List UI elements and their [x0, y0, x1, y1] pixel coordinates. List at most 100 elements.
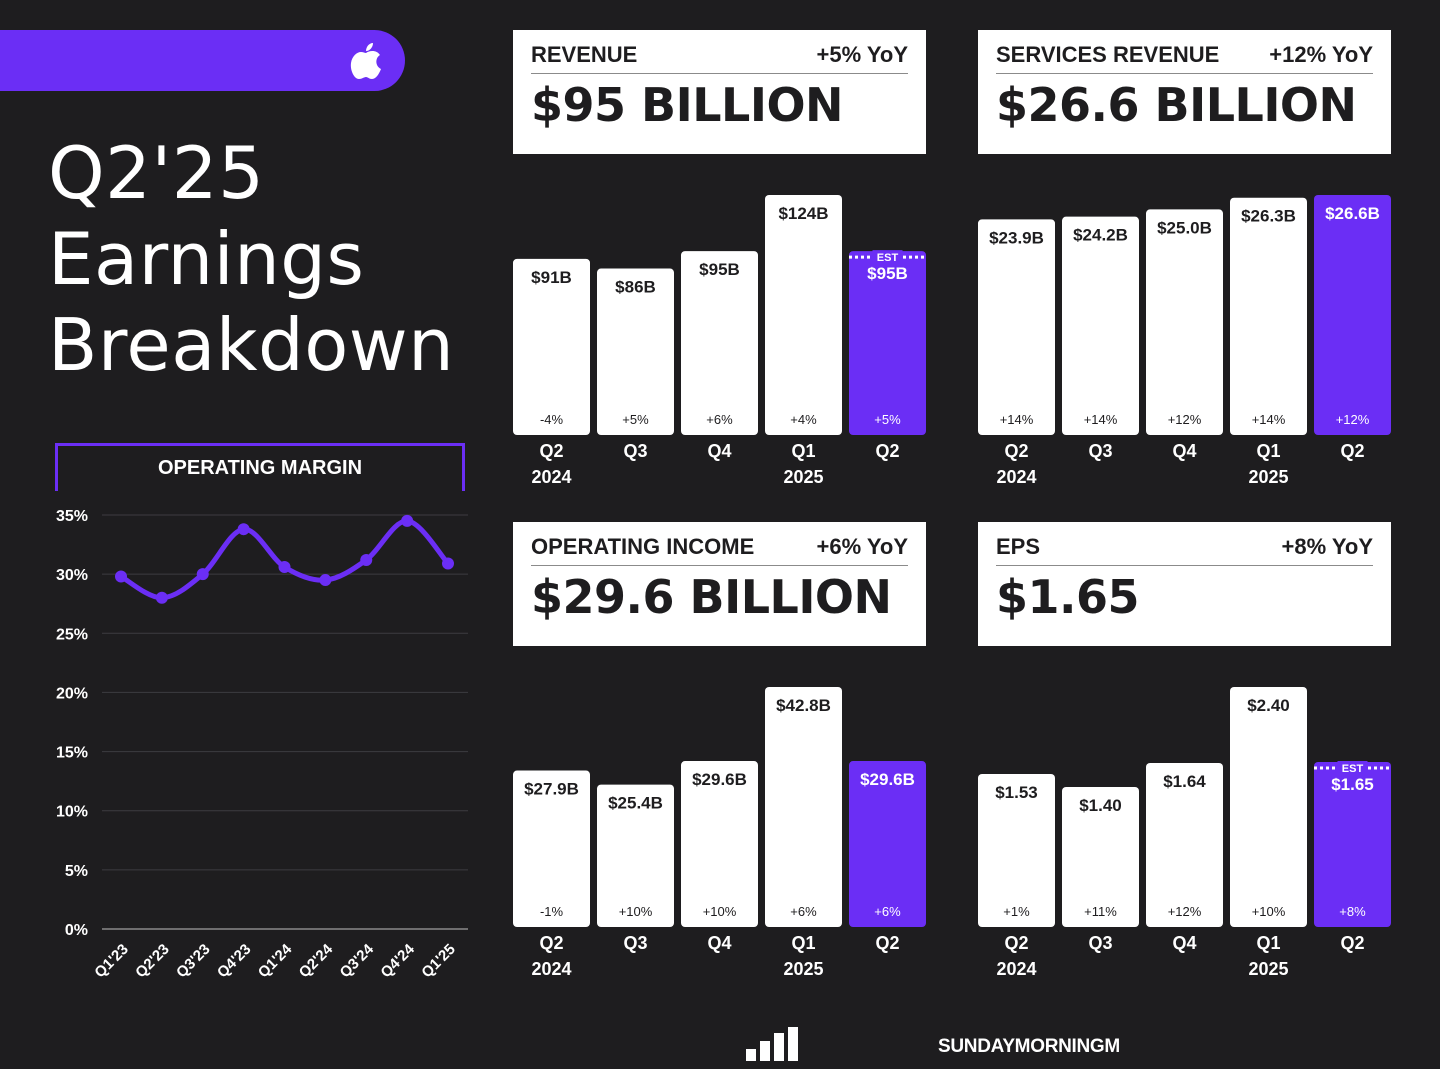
y-tick-label: 10%	[56, 804, 88, 821]
bar	[1062, 216, 1139, 435]
x-category-label: Q1	[791, 933, 815, 953]
estimate-label-bg	[872, 250, 903, 264]
bar-value-label: $27.9B	[524, 780, 579, 799]
bar	[1062, 787, 1139, 927]
growth-label: +6%	[790, 904, 817, 919]
growth-label: +12%	[1168, 412, 1202, 427]
growth-label: +11%	[1084, 904, 1117, 919]
growth-label: +6%	[706, 412, 733, 427]
y-tick-label: 30%	[56, 567, 88, 584]
operating-margin-chart: 0%5%10%15%20%25%30%35%Q1'23 Q2'23 Q3'23 Q4'…	[56, 508, 468, 981]
growth-label: +1%	[1003, 904, 1030, 919]
services-revenue-card: SERVICES REVENUE +12% YoY $26.6 BILLION	[978, 30, 1391, 154]
x-category-label: Q3	[623, 441, 647, 461]
y-tick-label: 15%	[56, 745, 88, 762]
data-point	[319, 574, 332, 587]
bar	[513, 770, 590, 927]
x-category-label: Q3	[1088, 441, 1112, 461]
bar-value-label: $91B	[531, 268, 572, 287]
estimate-label: EST	[1342, 763, 1364, 775]
x-category-label: Q3	[623, 933, 647, 953]
operating-income-headline: $29.6 BILLION	[531, 570, 892, 624]
services-card-title: SERVICES REVENUE	[996, 42, 1220, 67]
bar-value-label: $86B	[615, 278, 656, 297]
bar-value-label: $25.4B	[608, 794, 663, 813]
x-year-label: 2025	[783, 467, 823, 487]
x-tick-label: Q3'24	[337, 940, 378, 981]
bar-value-label: $23.9B	[989, 228, 1044, 247]
estimate-label-bg	[1337, 761, 1368, 774]
operating-income-yoy: +6% YoY	[816, 534, 908, 559]
page-title: Q2'25 Earnings Breakdown	[48, 130, 454, 388]
bar	[597, 784, 674, 927]
eps-card-title: EPS	[996, 534, 1041, 559]
bar-value-label: $1.64	[1163, 772, 1206, 791]
bar-value-label: $124B	[778, 204, 828, 223]
eps-headline: $1.65	[996, 570, 1140, 624]
title-line-2: Earnings	[48, 217, 365, 301]
growth-label: +5%	[874, 412, 901, 427]
bar	[765, 195, 842, 435]
x-tick-label: Q4'23	[214, 941, 254, 981]
bar	[849, 251, 926, 435]
revenue-yoy: +5% YoY	[816, 42, 908, 67]
bar	[849, 761, 926, 927]
x-year-label: 2024	[531, 467, 571, 487]
x-category-label: Q1	[791, 441, 815, 461]
title-line-3: Breakdown	[48, 303, 455, 387]
bar-value-label: $26.3B	[1241, 207, 1296, 226]
x-tick-label: Q3'23	[173, 941, 213, 981]
y-tick-label: 35%	[56, 508, 88, 525]
x-category-label: Q4	[1172, 441, 1196, 461]
data-point	[237, 523, 250, 536]
growth-label: +4%	[790, 412, 817, 427]
operating-income-card: OPERATING INCOME +6% YoY $29.6 BILLION	[513, 522, 926, 646]
revenue-card-title: REVENUE	[531, 42, 638, 67]
x-category-label: Q4	[1172, 933, 1196, 953]
bar	[765, 687, 842, 927]
services-yoy: +12% YoY	[1269, 42, 1373, 67]
x-category-label: Q2	[539, 933, 563, 953]
bar-value-label: $95B	[699, 260, 740, 279]
growth-label: +12%	[1168, 904, 1202, 919]
x-category-label: Q3	[1088, 933, 1112, 953]
bar	[1314, 762, 1391, 927]
operating-margin-title: OPERATING MARGIN	[157, 457, 363, 479]
bar	[978, 219, 1055, 435]
x-category-label: Q1	[1256, 933, 1280, 953]
operating-margin-line	[118, 518, 451, 601]
bar	[513, 258, 590, 435]
growth-label: -1%	[540, 904, 564, 919]
x-category-label: Q4	[707, 933, 731, 953]
bar-value-label: $1.53	[995, 783, 1038, 802]
bar-value-label: $25.0B	[1157, 218, 1212, 237]
x-year-label: 2025	[1248, 959, 1288, 979]
revenue-card: REVENUE +5% YoY $95 BILLION	[513, 30, 926, 154]
growth-label: -4%	[540, 412, 564, 427]
x-year-label: 2025	[1248, 467, 1288, 487]
services-headline: $26.6 BILLION	[996, 78, 1357, 132]
services-revenue-bar-chart: $23.9B +14% Q2 2024 $24.2B +14% Q3 $25.0B +12% Q4…	[978, 195, 1391, 487]
bar	[1146, 209, 1223, 435]
eps-yoy: +8% YoY	[1281, 534, 1373, 559]
x-tick-label: Q4'24	[377, 940, 418, 981]
growth-label: +10%	[619, 904, 653, 919]
x-year-label: 2024	[531, 959, 571, 979]
y-tick-label: 0%	[65, 922, 88, 939]
x-year-label: 2024	[996, 467, 1036, 487]
operating-income-bar-chart: $27.9B -1% Q2 2024 $25.4B +10% Q3 $29.6B +10% Q4 $…	[513, 687, 926, 979]
operating-margin-title-box: OPERATING MARGIN	[55, 443, 465, 491]
bar	[1314, 195, 1391, 435]
data-point	[115, 570, 127, 583]
bar	[597, 268, 674, 435]
x-category-label: Q2	[1340, 441, 1364, 461]
data-point	[278, 561, 291, 574]
x-category-label: Q1	[1256, 441, 1280, 461]
revenue-headline: $95 BILLION	[531, 78, 844, 132]
bar	[681, 251, 758, 435]
apple-logo-icon	[350, 43, 381, 79]
revenue-bar-chart: $91B -4% Q2 2024 $86B +5% Q3 $95B +6% Q4 $124B +4% Q…	[513, 195, 926, 487]
bar	[681, 761, 758, 927]
data-point	[401, 514, 414, 527]
x-category-label: Q2	[875, 933, 899, 953]
